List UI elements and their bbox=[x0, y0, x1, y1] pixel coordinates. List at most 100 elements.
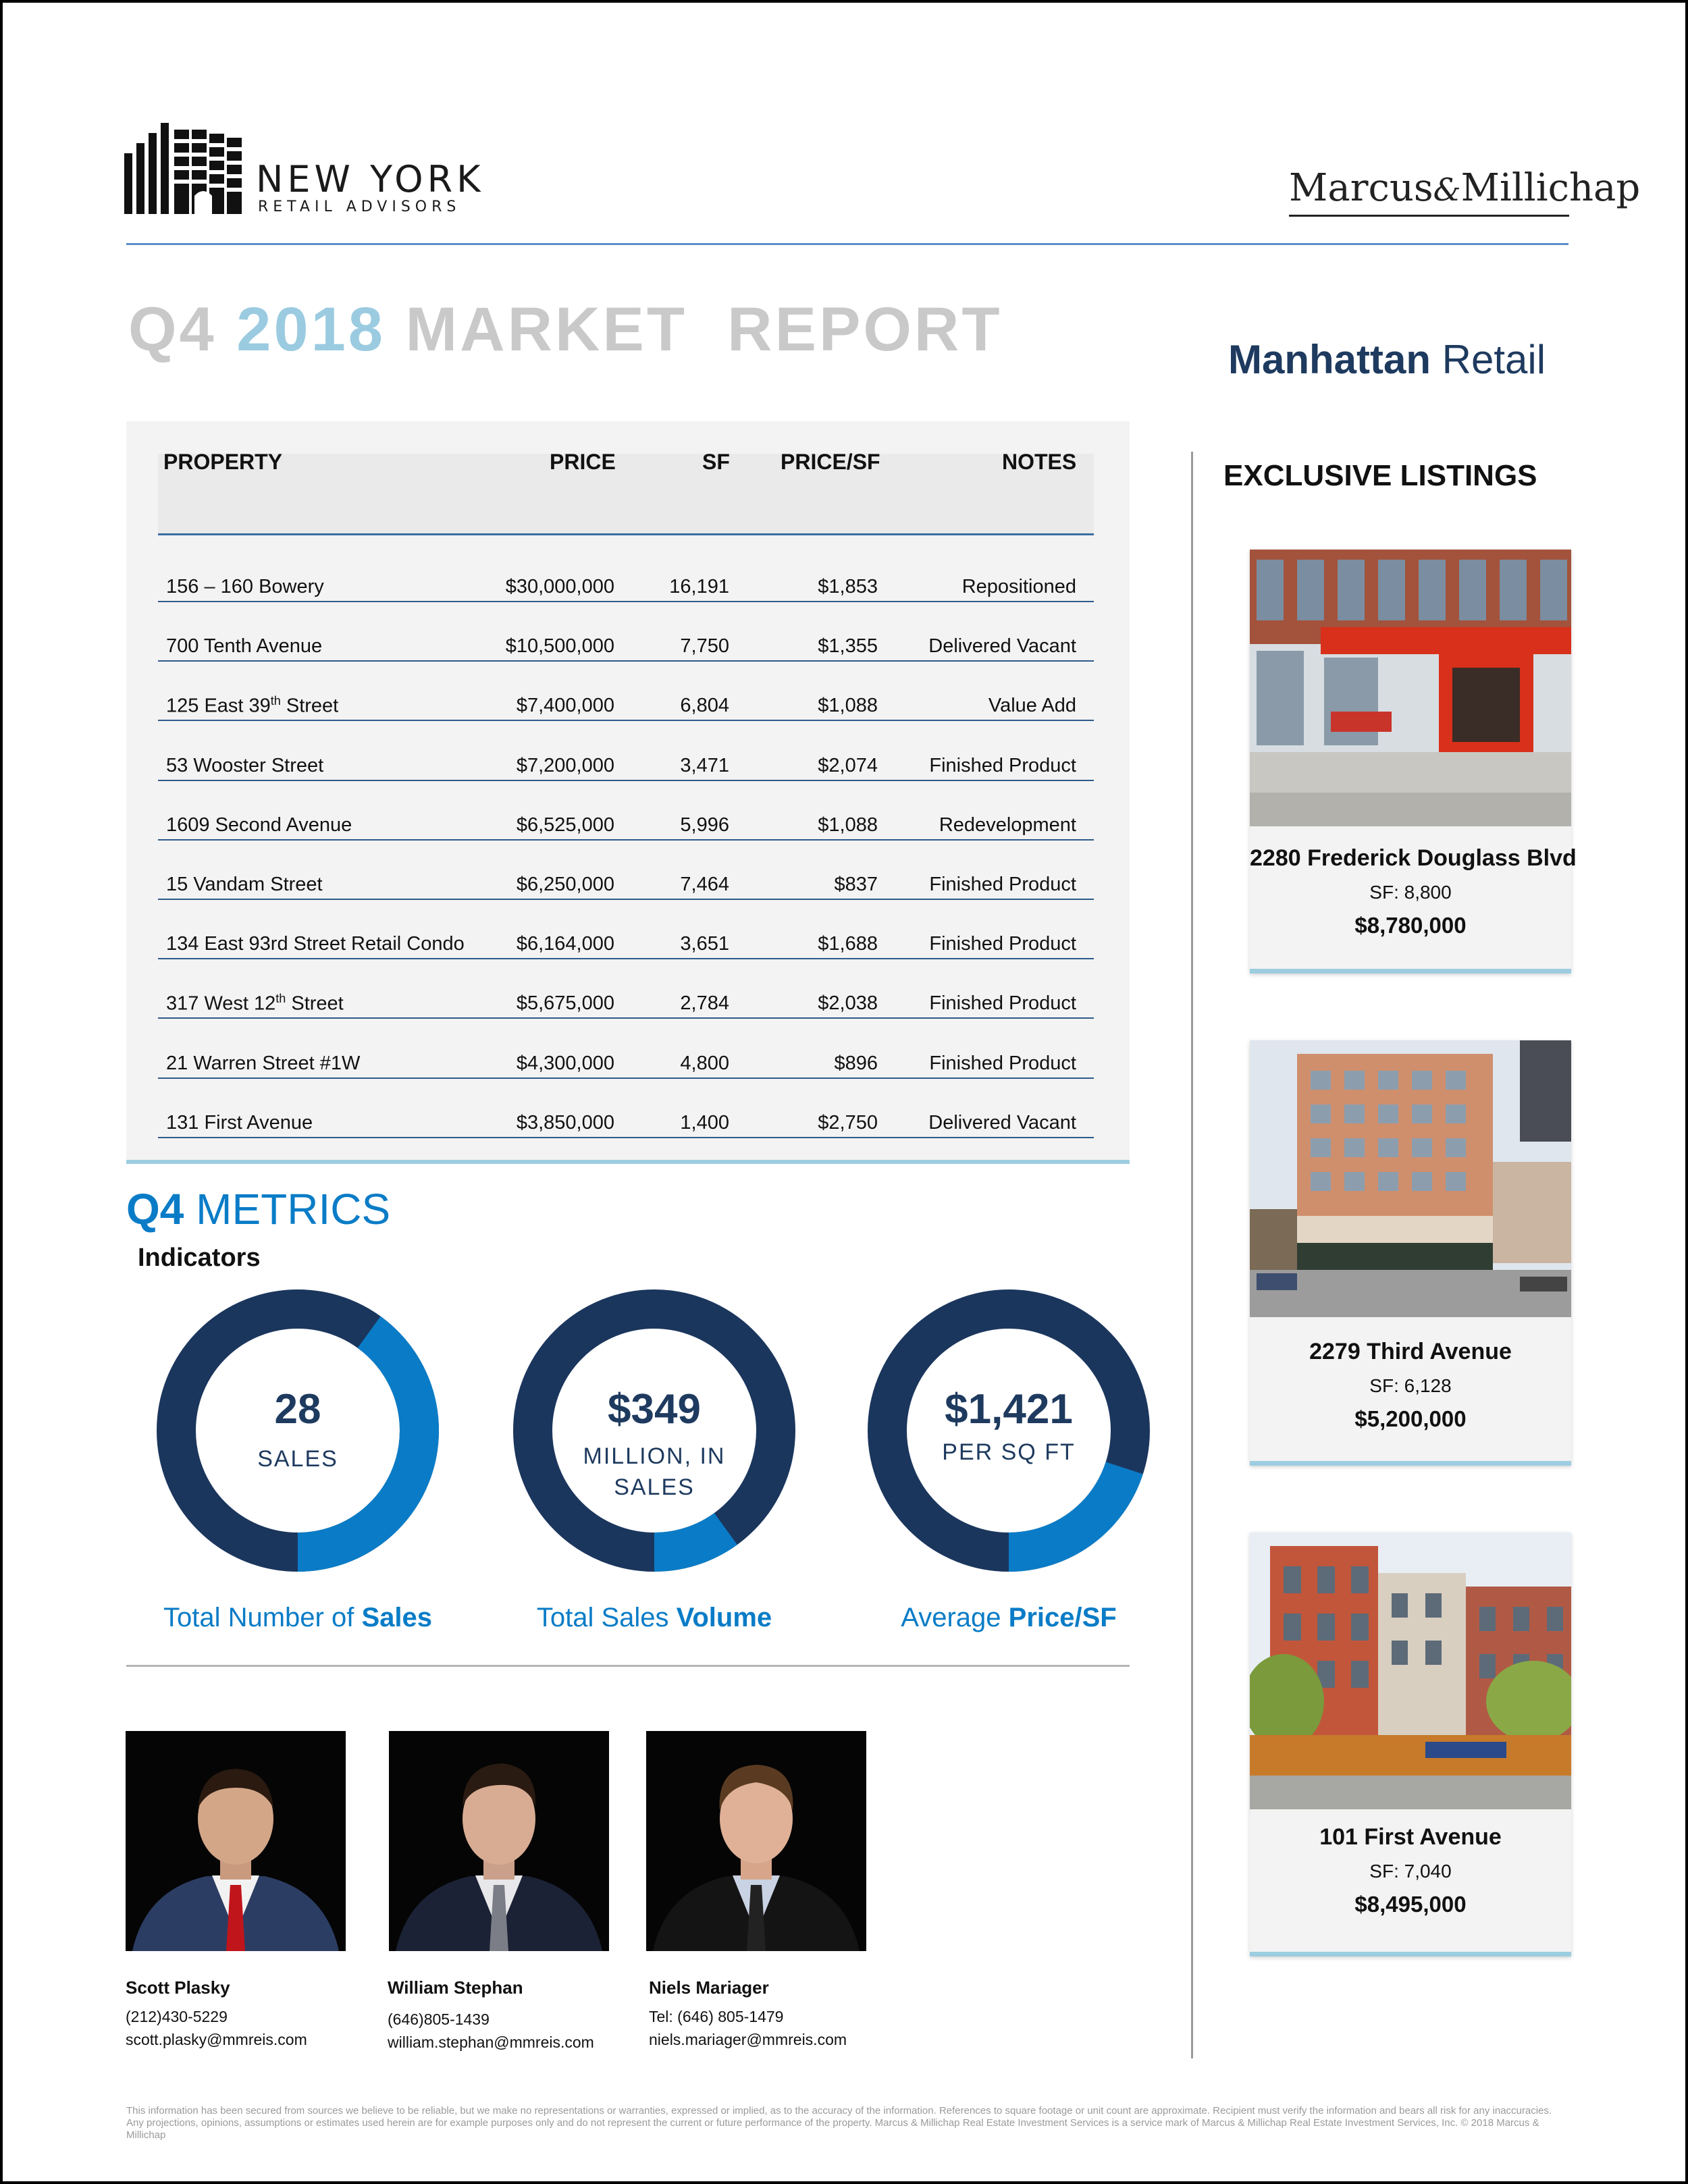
caption-psf-bold: Price/SF bbox=[1008, 1603, 1117, 1632]
title-quarter: Q4 bbox=[128, 295, 217, 364]
caption-average-psf: Average Price/SF bbox=[857, 1603, 1161, 1633]
cell-property: 317 West 12th Street bbox=[166, 992, 344, 1015]
row-rule bbox=[158, 1017, 1094, 1019]
caption-volume-bold: Volume bbox=[676, 1603, 772, 1632]
agent-photo-niels bbox=[646, 1731, 866, 1951]
cell-property-tail: Street bbox=[286, 992, 344, 1015]
listing-price: $8,495,000 bbox=[1354, 1892, 1467, 1917]
cell-property-sup: th bbox=[270, 693, 281, 708]
header-property: PROPERTY bbox=[163, 450, 283, 474]
agent-email-william[interactable]: william.stephan@mmreis.com bbox=[388, 2033, 594, 2051]
column-divider bbox=[1191, 452, 1193, 2058]
cell-sf: 5,996 bbox=[680, 814, 729, 836]
cell-property-sup: th bbox=[275, 991, 286, 1005]
listing-card-third-avenue[interactable]: 2279 Third Avenue SF: 6,128 $5,200,000 bbox=[1250, 1040, 1571, 1466]
cell-sf: 6,804 bbox=[680, 695, 729, 717]
agent-name-scott: Scott Plasky bbox=[126, 1977, 230, 1998]
table-row: 156 – 160 Bowery $30,000,000 16,191 $1,853 R… bbox=[158, 543, 1094, 602]
cell-property: 134 East 93rd Street Retail Condo bbox=[166, 933, 465, 955]
cell-notes: Finished Product bbox=[929, 992, 1076, 1015]
agent-email-niels[interactable]: niels.mariager@mmreis.com bbox=[649, 2031, 847, 2048]
listing-card-frederick-douglass[interactable]: 2280 Frederick Douglass Blvd SF: 8,800 $… bbox=[1250, 550, 1577, 974]
row-rule bbox=[158, 1136, 1094, 1138]
table-row: 1609 Second Avenue $6,525,000 5,996 $1,088 R… bbox=[158, 781, 1094, 841]
cell-price: $6,164,000 bbox=[516, 933, 614, 955]
cell-notes: Delivered Vacant bbox=[928, 635, 1076, 658]
agent-phone-niels: Tel: (646) 805-1479 bbox=[649, 2008, 784, 2025]
exclusive-listings-title: EXCLUSIVE LISTINGS bbox=[1223, 459, 1537, 492]
logo-sub-text: RETAIL ADVISORS bbox=[258, 198, 461, 215]
header-sf: SF bbox=[702, 450, 730, 474]
donut-line1-volume: MILLION, IN bbox=[583, 1443, 726, 1469]
donut-value-psf: $1,421 bbox=[945, 1386, 1073, 1433]
brand-amp: & bbox=[1433, 171, 1461, 208]
cell-price-sf: $1,355 bbox=[818, 635, 878, 658]
legal-disclaimer: This information has been secured from s… bbox=[126, 2105, 1552, 2141]
cell-property: 1609 Second Avenue bbox=[166, 814, 352, 836]
cell-price-sf: $2,038 bbox=[818, 992, 878, 1015]
metrics-title: Q4 METRICS bbox=[126, 1184, 390, 1234]
table-header-rule bbox=[158, 533, 1094, 535]
cell-property: 15 Vandam Street bbox=[166, 874, 323, 895]
agent-phone-william: (646)805-1439 bbox=[388, 2010, 490, 2028]
cell-price: $7,200,000 bbox=[516, 754, 614, 776]
cell-sf: 2,784 bbox=[680, 992, 729, 1015]
listing-name: 101 First Avenue bbox=[1319, 1824, 1502, 1850]
table-bottom-bar bbox=[126, 1160, 1130, 1164]
donut-segment-psf bbox=[868, 1289, 1150, 1572]
cell-price-sf: $837 bbox=[834, 874, 878, 895]
cell-sf: 3,651 bbox=[680, 933, 729, 955]
cell-price-sf: $1,088 bbox=[818, 814, 878, 836]
cell-property: 21 Warren Street #1W bbox=[166, 1052, 361, 1074]
cell-sf: 1,400 bbox=[680, 1111, 729, 1134]
header-divider bbox=[126, 243, 1568, 245]
header-price: PRICE bbox=[550, 450, 616, 474]
listing-card-accent bbox=[1250, 1461, 1571, 1466]
cell-price: $5,675,000 bbox=[516, 992, 614, 1015]
agent-photo-william bbox=[389, 1731, 609, 1951]
subtitle-rest: Retail bbox=[1431, 337, 1546, 382]
subtitle-bold: Manhattan bbox=[1228, 337, 1431, 382]
cell-notes: Redevelopment bbox=[939, 814, 1076, 836]
listing-card-accent bbox=[1250, 1952, 1571, 1956]
logo-main-text: NEW YORK bbox=[256, 158, 485, 201]
cell-property-tail: Street bbox=[280, 695, 339, 717]
caption-total-volume: Total Sales Volume bbox=[502, 1603, 806, 1633]
listing-sf: SF: 7,040 bbox=[1369, 1861, 1452, 1882]
cell-property: 700 Tenth Avenue bbox=[166, 635, 323, 658]
listing-photo bbox=[1250, 1040, 1571, 1317]
agent-name-william: William Stephan bbox=[388, 1977, 523, 1998]
cell-notes: Repositioned bbox=[961, 576, 1076, 597]
cell-price-sf: $1,088 bbox=[818, 695, 878, 717]
table-row: 21 Warren Street #1W $4,300,000 4,800 $896 F… bbox=[158, 1019, 1094, 1079]
agent-email-scott[interactable]: scott.plasky@mmreis.com bbox=[126, 2031, 307, 2048]
donut-chart-volume bbox=[513, 1289, 795, 1572]
table-header-bg bbox=[158, 454, 1094, 533]
caption-total-sales: Total Number of Sales bbox=[146, 1603, 450, 1633]
cell-notes: Value Add bbox=[988, 695, 1076, 717]
row-rule bbox=[158, 958, 1094, 960]
market-subtitle: Manhattan Retail bbox=[1228, 336, 1546, 383]
listing-price: $5,200,000 bbox=[1354, 1406, 1467, 1431]
indicators-label: Indicators bbox=[138, 1244, 261, 1272]
donut-line2-volume: SALES bbox=[614, 1474, 695, 1500]
brand-part2: Millichap bbox=[1460, 166, 1641, 210]
metrics-title-rest: METRICS bbox=[184, 1185, 391, 1233]
cell-property: 125 East 39th Street bbox=[166, 694, 338, 718]
person-portrait-icon bbox=[646, 1731, 866, 1951]
marcus-millichap-logo: Marcus&Millichap bbox=[1289, 166, 1640, 220]
metrics-divider bbox=[126, 1665, 1130, 1667]
cell-notes: Finished Product bbox=[929, 754, 1076, 776]
row-rule bbox=[158, 601, 1094, 602]
listing-card-accent bbox=[1250, 969, 1571, 974]
brand-underline bbox=[1289, 215, 1569, 217]
title-rest: MARKET REPORT bbox=[405, 295, 1003, 364]
building-photo-icon bbox=[1250, 1040, 1571, 1317]
listing-card-first-avenue[interactable]: 101 First Avenue SF: 7,040 $8,495,000 bbox=[1250, 1533, 1571, 1956]
cell-sf: 16,191 bbox=[669, 576, 729, 597]
metrics-title-bold: Q4 bbox=[126, 1185, 184, 1233]
header-notes: NOTES bbox=[1002, 450, 1077, 474]
person-portrait-icon bbox=[389, 1731, 609, 1951]
report-title: Q4 2018 MARKET REPORT bbox=[128, 294, 1003, 365]
